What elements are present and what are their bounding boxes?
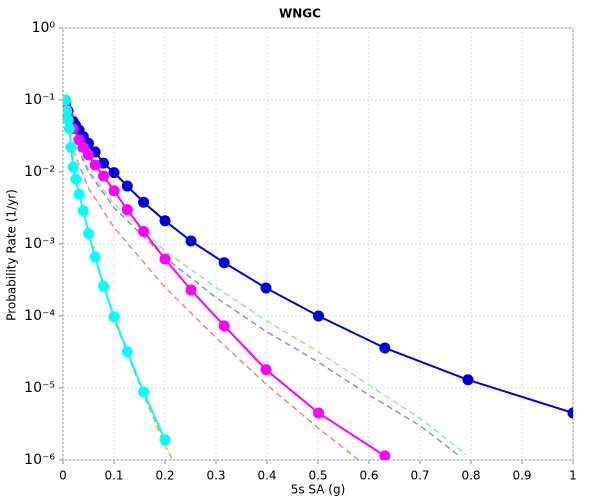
x-tick-label: 0.4 <box>257 469 276 483</box>
data-point <box>83 149 94 161</box>
data-point <box>185 284 197 296</box>
data-point <box>63 123 75 135</box>
data-point <box>121 180 133 192</box>
y-tick-label: 10⁻¹ <box>24 92 55 108</box>
data-point <box>159 253 171 265</box>
chart-title: WNGC <box>279 7 321 21</box>
data-point <box>73 188 85 200</box>
x-tick-label: 0.6 <box>359 469 378 483</box>
data-point <box>138 225 150 237</box>
y-tick-label: 10⁻³ <box>24 236 55 252</box>
data-point <box>159 215 171 227</box>
x-tick-label: 0.7 <box>410 469 429 483</box>
data-point <box>313 310 325 322</box>
data-point <box>218 257 230 269</box>
data-point <box>462 374 474 386</box>
data-point <box>83 227 94 239</box>
data-point <box>121 346 133 358</box>
y-tick-label: 10⁻² <box>24 164 55 180</box>
data-point <box>63 105 73 117</box>
x-tick-label: 0 <box>59 469 67 483</box>
data-point <box>313 407 325 419</box>
data-point <box>89 159 101 171</box>
data-point <box>567 407 573 419</box>
series-layer <box>63 94 573 460</box>
data-point <box>159 434 171 446</box>
x-tick-label: 0.2 <box>155 469 174 483</box>
data-point <box>63 94 72 106</box>
x-tick-label: 0.5 <box>308 469 327 483</box>
data-point <box>63 114 74 126</box>
data-point <box>89 251 101 263</box>
y-tick-label: 10⁻⁵ <box>24 380 55 396</box>
y-tick-label: 10⁻⁴ <box>24 308 55 324</box>
y-axis-label: Probability Rate (1/yr) <box>5 189 19 321</box>
data-point <box>138 386 150 398</box>
x-tick-label: 0.1 <box>104 469 123 483</box>
data-point <box>65 141 77 153</box>
x-tick-label: 0.8 <box>461 469 480 483</box>
data-point <box>97 170 109 182</box>
data-point <box>185 235 197 247</box>
data-point <box>77 205 89 217</box>
y-tick-label: 10⁻⁶ <box>24 452 55 468</box>
data-point <box>379 450 391 460</box>
x-tick-label: 0.9 <box>512 469 531 483</box>
data-point <box>260 282 272 294</box>
data-point <box>379 342 391 354</box>
data-point <box>108 311 120 323</box>
data-point <box>97 157 109 169</box>
data-point <box>108 185 120 197</box>
data-point <box>97 280 109 292</box>
series-line <box>72 137 467 455</box>
x-axis-label: 5s SA (g) <box>291 483 346 497</box>
data-point <box>260 364 272 376</box>
y-tick-label: 10⁰ <box>32 20 56 36</box>
x-tick-label: 0.3 <box>206 469 225 483</box>
data-point <box>121 204 133 216</box>
grid <box>59 27 574 464</box>
x-tick-label: 1 <box>569 469 577 483</box>
data-point <box>67 161 79 173</box>
tick-labels: 0 0.1 0.2 0.3 0.4 0.5 0.6 0.7 0.8 0.9 1 10⁰ 10⁻¹ 10⁻²… <box>24 20 577 483</box>
data-point <box>138 196 150 208</box>
data-point <box>218 320 230 332</box>
data-point <box>108 167 120 179</box>
series-line <box>72 150 360 460</box>
data-point <box>70 173 82 185</box>
